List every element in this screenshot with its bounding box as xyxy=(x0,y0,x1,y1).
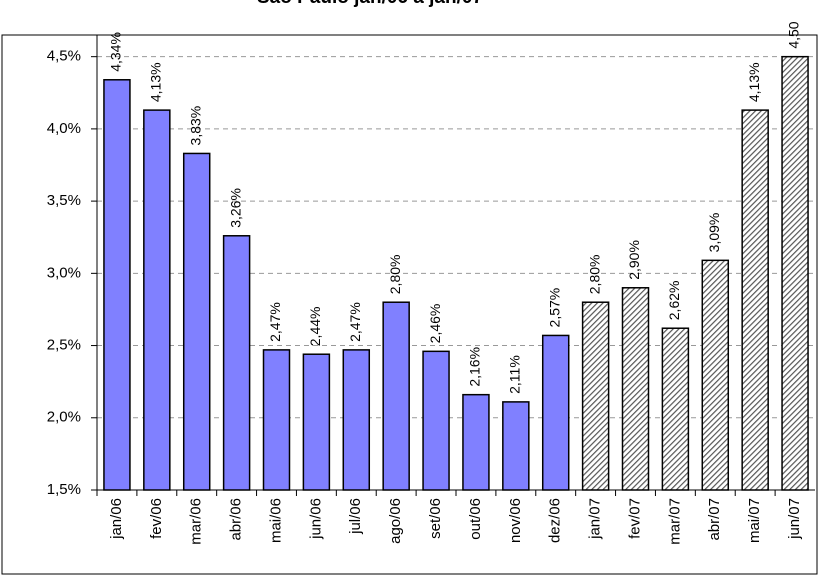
x-tick-label: ago/06 xyxy=(387,498,404,544)
bar xyxy=(701,259,730,491)
x-tick-label: mar/06 xyxy=(188,498,205,545)
bar xyxy=(462,393,490,491)
y-tick-label: 3,5% xyxy=(47,192,81,209)
value-label: 2,44% xyxy=(307,307,323,347)
x-tick-label: abr/06 xyxy=(228,498,245,541)
bar xyxy=(143,109,171,491)
x-tick-label: mai/07 xyxy=(746,498,763,543)
x-tick-label: abr/07 xyxy=(706,498,723,541)
bar xyxy=(262,349,291,491)
x-tick-label: dez/06 xyxy=(547,498,564,543)
value-label: 3,83% xyxy=(187,106,203,146)
bar xyxy=(342,349,371,491)
y-tick-label: 4,0% xyxy=(47,120,81,137)
value-label: 4,13% xyxy=(746,62,762,102)
x-tick-label: jan/07 xyxy=(587,498,604,540)
value-label: 2,16% xyxy=(467,347,483,387)
chart-title: São Paulo jan/06 a jan/07 xyxy=(257,0,483,8)
x-tick-label: mai/06 xyxy=(267,498,284,543)
bar xyxy=(422,350,450,491)
x-tick-label: jun/06 xyxy=(307,498,324,540)
value-label: 2,11% xyxy=(507,355,523,394)
bar xyxy=(621,287,650,491)
x-tick-label: jun/07 xyxy=(786,498,803,540)
x-tick-label: out/06 xyxy=(467,498,484,540)
x-tick-label: fev/07 xyxy=(626,498,643,539)
y-tick-label: 2,5% xyxy=(47,337,81,354)
y-tick-label: 2,0% xyxy=(47,409,81,426)
bar xyxy=(222,235,251,491)
x-tick-label: nov/06 xyxy=(507,498,524,543)
x-tick-label: fev/06 xyxy=(148,498,165,539)
y-tick-label: 3,0% xyxy=(47,264,81,281)
x-tick-label: jan/06 xyxy=(108,498,125,540)
value-label: 2,80% xyxy=(387,255,403,295)
value-label: 4,50 xyxy=(786,21,802,48)
bar xyxy=(382,301,410,491)
x-tick-label: mar/07 xyxy=(666,498,683,545)
bar xyxy=(502,401,530,491)
bar xyxy=(661,327,690,491)
bar xyxy=(103,79,131,491)
chart-frame xyxy=(1,34,818,575)
y-tick-label: 1,5% xyxy=(47,481,81,498)
value-label: 2,47% xyxy=(267,302,283,342)
value-label: 2,46% xyxy=(427,304,443,344)
bar xyxy=(581,301,610,491)
value-label: 3,26% xyxy=(227,188,243,228)
value-label: 4,13% xyxy=(148,62,164,102)
value-label: 2,90% xyxy=(626,240,642,280)
value-label: 4,34% xyxy=(108,32,124,72)
value-label: 3,09% xyxy=(706,213,722,253)
x-tick-label: set/06 xyxy=(427,498,444,539)
value-label: 2,57% xyxy=(546,288,562,328)
bar xyxy=(741,109,769,491)
bar xyxy=(781,55,809,491)
bar xyxy=(302,353,331,491)
bar xyxy=(541,334,570,491)
bar xyxy=(182,152,211,491)
x-tick-label: jul/06 xyxy=(347,498,364,535)
value-label: 2,47% xyxy=(347,302,363,342)
value-label: 2,80% xyxy=(586,255,602,295)
y-tick-label: 4,5% xyxy=(47,48,81,65)
value-label: 2,62% xyxy=(666,281,682,321)
